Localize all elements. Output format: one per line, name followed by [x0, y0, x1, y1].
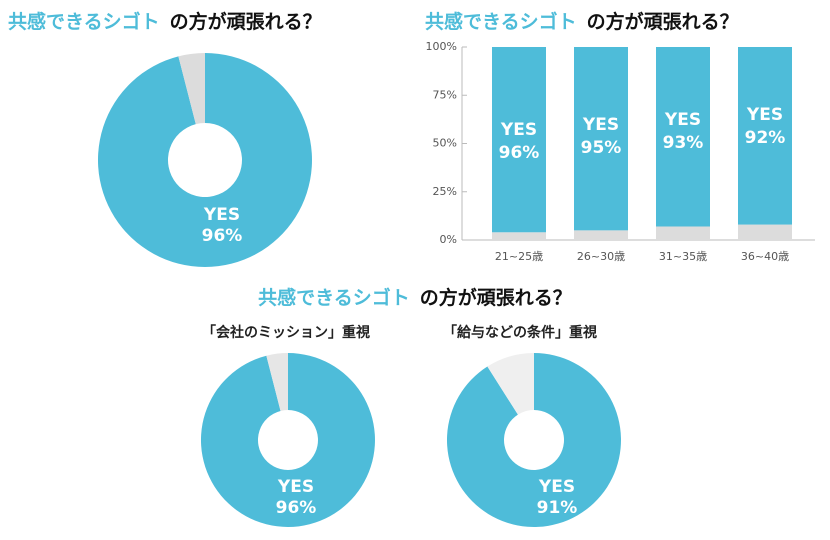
donut-slice: [446, 353, 621, 527]
bar-segment: [492, 47, 546, 233]
bar-segment: [656, 47, 710, 227]
x-tick-label: 21~25歳: [495, 250, 543, 263]
donut-slice: [97, 53, 312, 267]
slice-value: 96%: [276, 498, 317, 518]
subtitle: 「会社のミッション」重視: [202, 324, 370, 341]
y-tick-label: 75%: [433, 88, 457, 101]
bar-series-label: YES: [746, 105, 783, 125]
bar-series-label: YES: [582, 115, 619, 135]
slice-label: YES: [538, 477, 575, 497]
x-tick-label: 31~35歳: [659, 250, 707, 263]
y-tick-label: 50%: [433, 137, 457, 150]
bar-segment: [574, 230, 628, 240]
y-tick-label: 100%: [426, 40, 457, 53]
bar-series-label: YES: [500, 120, 537, 140]
title-highlight: 共感できるシゴト: [8, 10, 160, 33]
chart-title: 共感できるシゴト の方が頑張れる？: [258, 286, 572, 309]
donut-slice: [200, 353, 375, 527]
slice-label: YES: [277, 477, 314, 497]
slice-label: YES: [203, 205, 240, 225]
chart-title: 共感できるシゴト の方が頑張れる？: [8, 10, 322, 33]
bar-segment: [574, 47, 628, 231]
bar-segment: [738, 47, 792, 225]
x-tick-label: 26~30歳: [577, 250, 625, 263]
y-tick-label: 25%: [433, 185, 457, 198]
donut-slice: [178, 53, 205, 125]
bar-value-label: 96%: [499, 143, 540, 163]
bar-value-label: 93%: [663, 133, 704, 153]
title-text: の方が頑張れる？: [420, 286, 572, 309]
title-highlight: 共感できるシゴト: [425, 10, 577, 33]
donut-slice: [266, 353, 288, 411]
title-text: の方が頑張れる？: [170, 10, 322, 33]
chart-title: 共感できるシゴト の方が頑張れる？: [425, 10, 739, 33]
x-tick-label: 36~40歳: [741, 250, 789, 263]
slice-value: 96%: [202, 226, 243, 246]
subtitle: 「給与などの条件」重視: [443, 324, 597, 341]
slice-value: 91%: [537, 498, 578, 518]
bar-value-label: 95%: [581, 138, 622, 158]
bar-series-label: YES: [664, 110, 701, 130]
donut-slice: [487, 353, 534, 415]
bar-value-label: 92%: [745, 128, 786, 148]
bar-segment: [656, 226, 710, 240]
title-highlight: 共感できるシゴト: [258, 286, 410, 309]
y-tick-label: 0%: [440, 233, 457, 246]
bar-segment: [738, 224, 792, 240]
title-text: の方が頑張れる？: [587, 10, 739, 33]
bar-segment: [492, 232, 546, 240]
